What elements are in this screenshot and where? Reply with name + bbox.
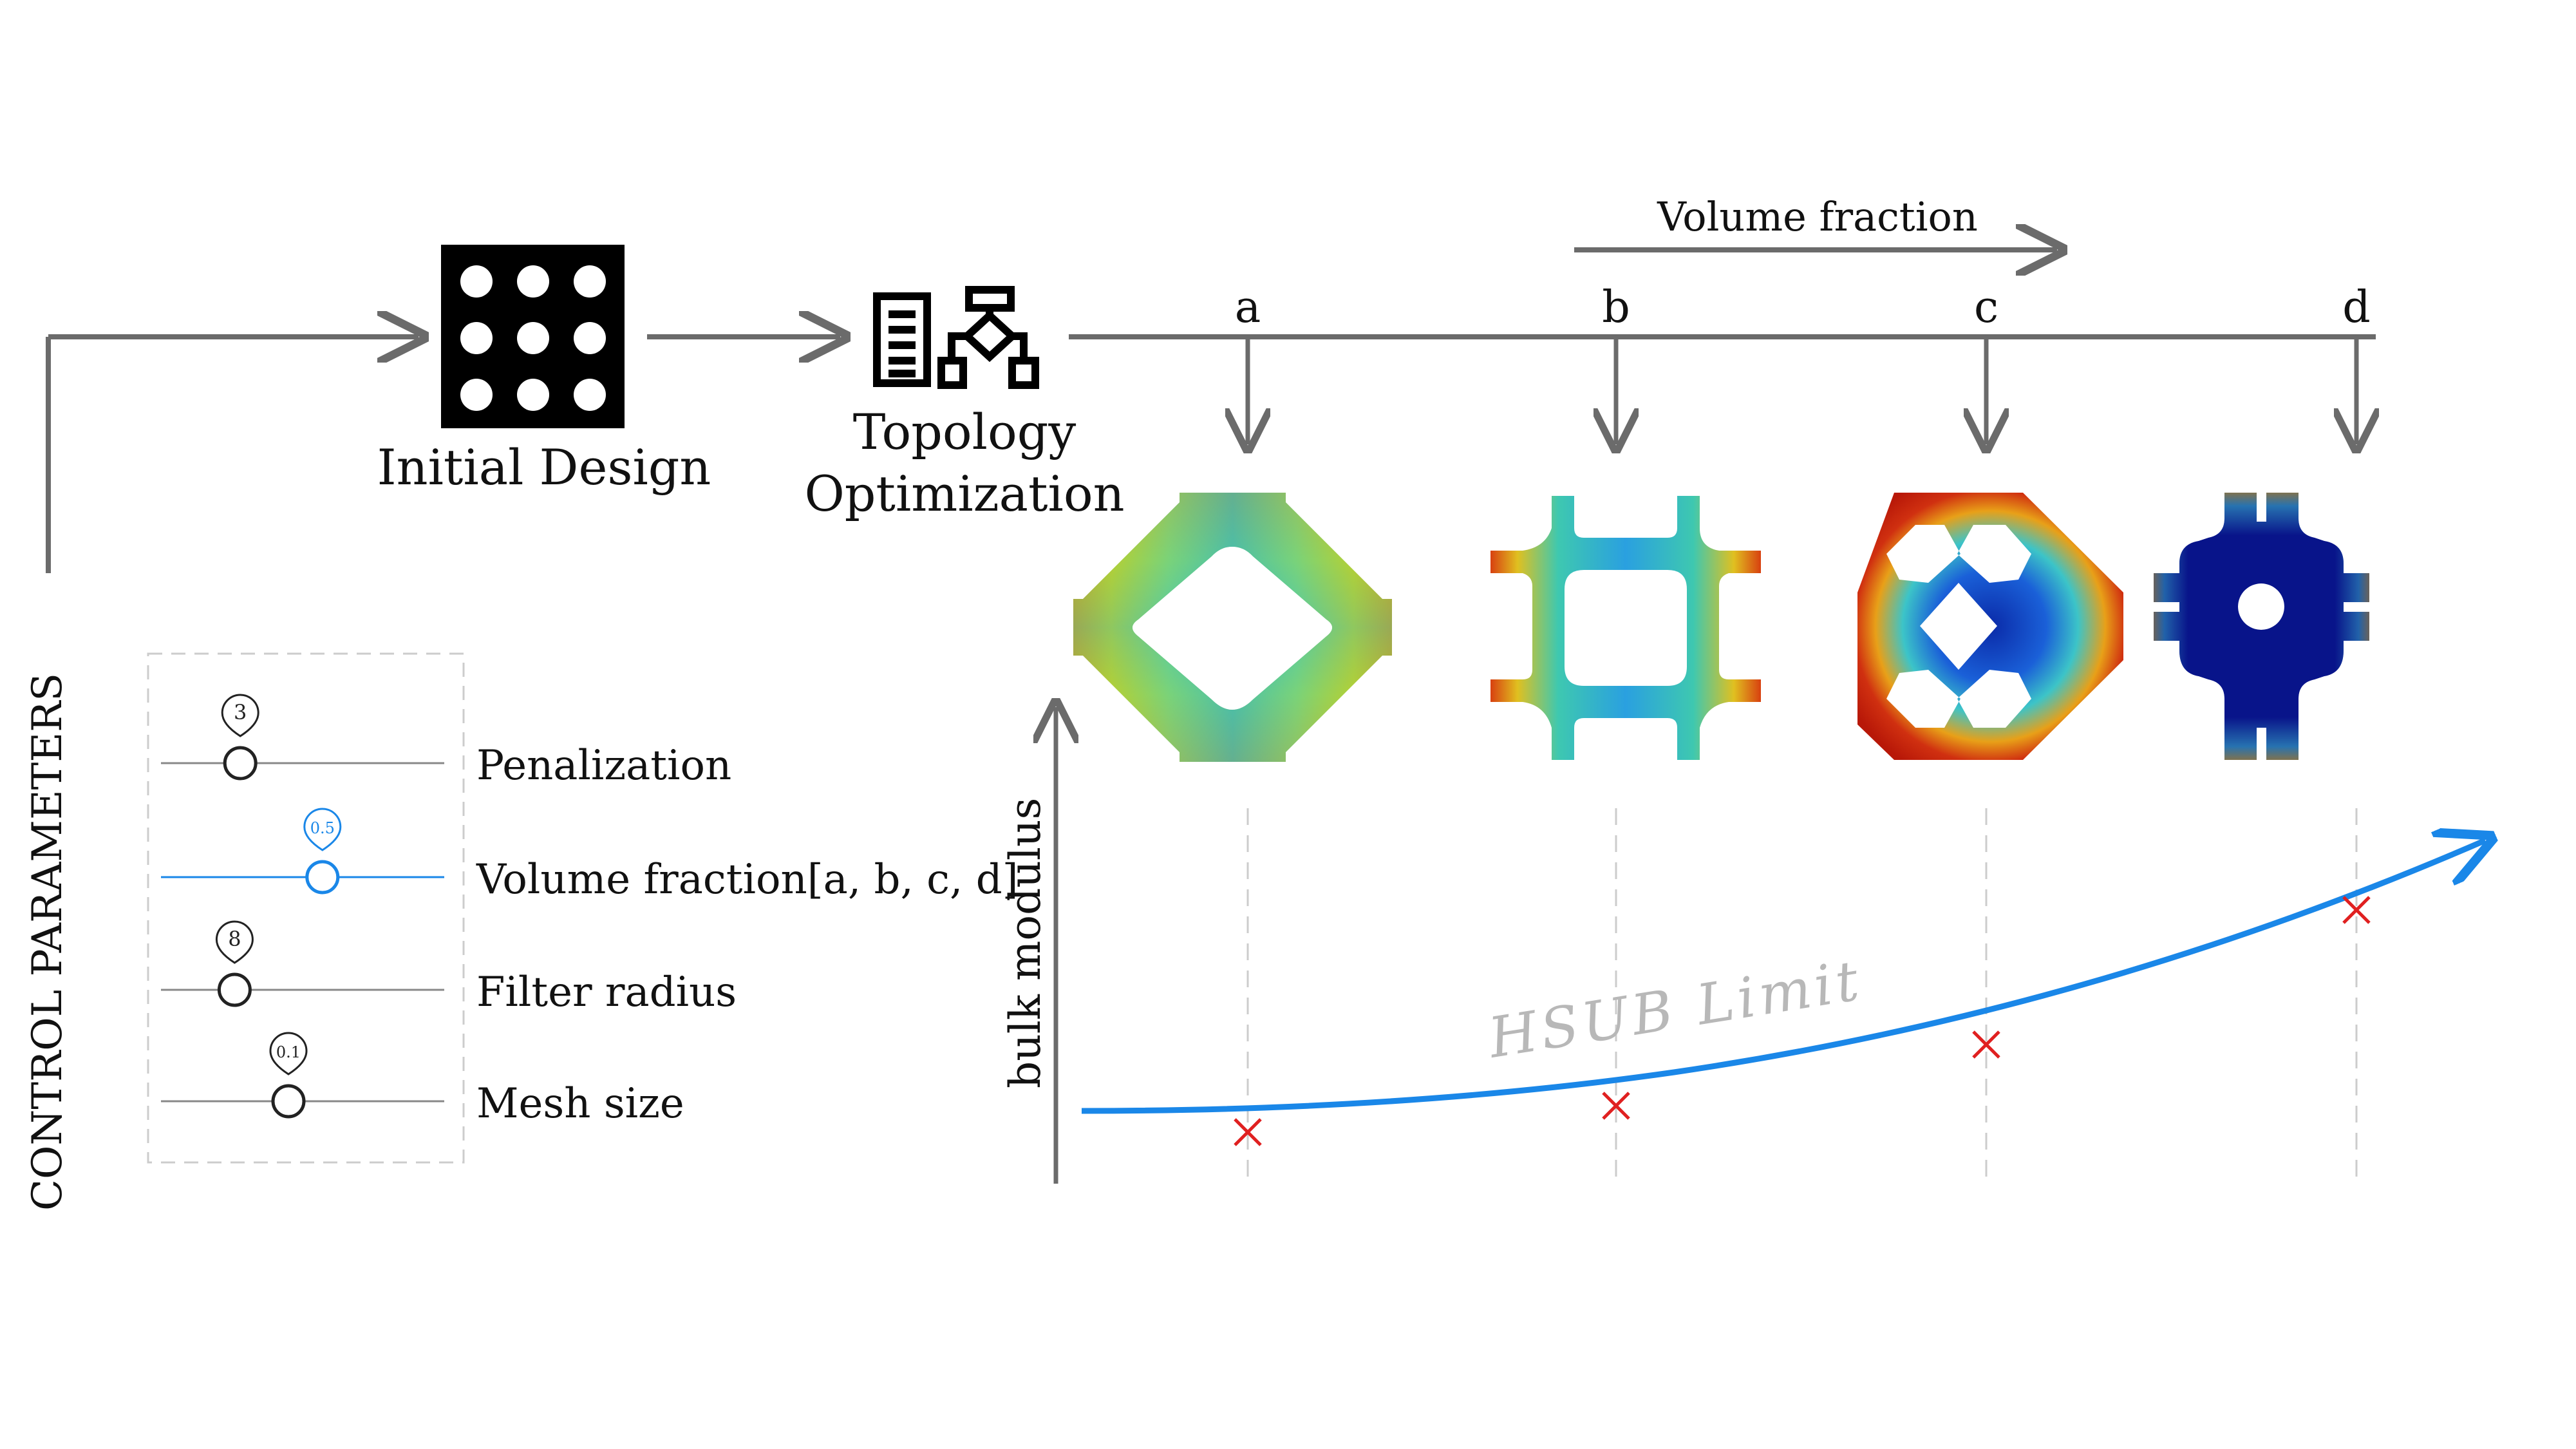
slider-knob[interactable] xyxy=(307,862,338,893)
document-icon xyxy=(877,296,927,383)
structure-a xyxy=(1073,493,1392,762)
slider-1[interactable]: 3 Penalization xyxy=(161,695,731,790)
slider-value: 3 xyxy=(234,700,247,724)
slider-2[interactable]: 0.5 Volume fraction[a, b, c, d] xyxy=(161,809,1019,904)
slider-4[interactable]: 0.1 Mesh size xyxy=(161,1033,684,1128)
volume-fraction-axis-label: Volume fraction xyxy=(1657,193,1978,240)
topology-optimization-label-line2: Optimization xyxy=(804,465,1124,522)
design-branch-b: b xyxy=(1602,282,1630,444)
slider-label: Mesh size xyxy=(476,1080,684,1128)
slider-knob[interactable] xyxy=(273,1086,304,1117)
slider-list: 3 Penalization 0.5 Volume fraction[a, b, c,… xyxy=(161,695,1019,1128)
topology-optimization-label-line1: Topology xyxy=(853,403,1076,460)
design-branch-a: a xyxy=(1235,282,1261,444)
slider-knob[interactable] xyxy=(219,974,250,1005)
design-letter: a xyxy=(1235,282,1261,333)
initial-design-label: Initial Design xyxy=(377,439,711,496)
structure-c xyxy=(1857,493,2123,760)
slider-3[interactable]: 8 Filter radius xyxy=(161,922,737,1016)
design-letter: c xyxy=(1974,282,1998,333)
control-parameters-heading: CONTROL PARAMETERS xyxy=(24,673,71,1211)
slider-knob[interactable] xyxy=(225,748,256,779)
structure-b xyxy=(1490,496,1761,760)
flowchart-icon xyxy=(941,290,1035,385)
design-letter: d xyxy=(2342,282,2371,333)
design-letter: b xyxy=(1602,282,1630,333)
grid-holes-icon xyxy=(441,245,625,428)
design-branch-d: d xyxy=(2342,282,2371,444)
slider-label: Volume fraction[a, b, c, d] xyxy=(476,856,1019,904)
slider-value: 0.5 xyxy=(310,819,335,837)
slider-value: 0.1 xyxy=(276,1043,301,1061)
hsub-limit-label: HSUB Limit xyxy=(1483,948,1867,1071)
slider-value: 8 xyxy=(228,927,241,951)
design-branch-c: c xyxy=(1974,282,1998,444)
slider-label: Penalization xyxy=(476,742,731,790)
y-axis-label: bulk modulus xyxy=(1001,798,1050,1088)
structure-d xyxy=(2154,493,2369,760)
slider-label: Filter radius xyxy=(476,969,737,1016)
design-branches: a b c d xyxy=(1235,282,2371,444)
slider-panel-frame xyxy=(148,654,464,1162)
